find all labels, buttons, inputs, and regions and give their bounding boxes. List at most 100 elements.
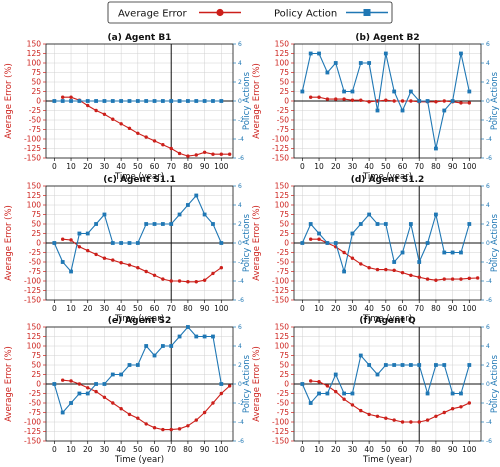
y-tick-label-left: -50 bbox=[277, 116, 289, 125]
y-tick-label-left: 100 bbox=[275, 342, 290, 351]
y-tick-label-right: -2 bbox=[238, 400, 244, 407]
y-tick-label-left: 25 bbox=[279, 229, 289, 238]
y-tick-label-right: -6 bbox=[486, 438, 492, 445]
average-error-point bbox=[467, 276, 472, 281]
y-tick-label-right: 4 bbox=[238, 202, 242, 209]
policy-action-point bbox=[102, 99, 107, 103]
x-tick-label: 50 bbox=[133, 445, 143, 454]
x-axis-label: Time (year) bbox=[114, 172, 164, 182]
average-error-point bbox=[202, 410, 207, 415]
policy-action-point bbox=[333, 241, 338, 245]
x-tick-label: 80 bbox=[431, 445, 441, 454]
average-error-point bbox=[409, 420, 413, 424]
y-tick-label-right: 0 bbox=[238, 240, 242, 247]
y-tick-label-left: -25 bbox=[29, 389, 41, 398]
x-tick-label: 0 bbox=[300, 445, 305, 454]
average-error-point bbox=[119, 261, 123, 265]
x-tick-label: 40 bbox=[116, 304, 126, 313]
y-tick-label-left: 0 bbox=[284, 97, 289, 106]
average-error-point bbox=[459, 101, 463, 105]
policy-action-point bbox=[94, 99, 98, 103]
policy-action-point bbox=[459, 250, 463, 255]
policy-action-point bbox=[85, 391, 90, 396]
legend-label: Average Error bbox=[118, 9, 188, 20]
policy-action-point bbox=[400, 108, 405, 113]
average-error-point bbox=[119, 407, 123, 411]
policy-action-point bbox=[392, 363, 397, 367]
policy-action-point bbox=[442, 363, 447, 367]
policy-action-point bbox=[77, 99, 82, 103]
y-tick-label-left: 0 bbox=[36, 239, 41, 248]
policy-action-point bbox=[383, 222, 388, 226]
policy-action-point bbox=[425, 241, 430, 245]
policy-action-point bbox=[152, 222, 157, 226]
y-tick-label-right: 4 bbox=[238, 60, 242, 67]
average-error-point bbox=[442, 99, 446, 103]
average-error-point bbox=[467, 401, 472, 405]
average-error-point bbox=[202, 278, 207, 282]
x-tick-label: 0 bbox=[52, 162, 57, 171]
average-error-line bbox=[310, 380, 470, 423]
series-average-error bbox=[60, 378, 232, 432]
policy-action-point bbox=[367, 363, 372, 367]
policy-action-point bbox=[425, 391, 430, 396]
y-tick-label-right: -4 bbox=[486, 136, 492, 143]
y-tick-label-left: -25 bbox=[29, 106, 41, 115]
average-error-point bbox=[227, 384, 232, 388]
y-axis-label-right: Policy Actions bbox=[242, 213, 252, 272]
y-tick-label-left: -150 bbox=[272, 437, 289, 446]
x-tick-label: 10 bbox=[66, 445, 76, 454]
average-error-point bbox=[450, 407, 455, 411]
average-error-point bbox=[384, 416, 388, 420]
average-error-point bbox=[177, 151, 182, 156]
average-error-point bbox=[350, 256, 355, 260]
average-error-point bbox=[442, 277, 446, 281]
x-tick-label: 30 bbox=[348, 304, 358, 313]
average-error-point bbox=[392, 99, 396, 103]
average-error-point bbox=[69, 95, 73, 99]
y-axis-label-left: Average Error (%) bbox=[4, 346, 14, 422]
y-tick-label-left: -100 bbox=[272, 277, 289, 286]
x-tick-label: 90 bbox=[200, 162, 210, 171]
average-error-point bbox=[60, 378, 65, 382]
y-axis-label-left: Average Error (%) bbox=[4, 205, 14, 281]
y-tick-label-right: 6 bbox=[238, 324, 242, 331]
y-tick-label-left: -150 bbox=[24, 296, 41, 305]
series-policy-action bbox=[300, 212, 472, 274]
x-tick-label: 100 bbox=[462, 445, 477, 454]
legend-entry: Average Error bbox=[118, 9, 241, 20]
average-error-point bbox=[177, 427, 182, 431]
y-axis-label-left: Average Error (%) bbox=[252, 63, 262, 139]
y-tick-label-left: -75 bbox=[29, 408, 41, 417]
average-error-point bbox=[86, 103, 90, 108]
average-error-point bbox=[194, 153, 198, 157]
y-tick-label-left: -75 bbox=[277, 125, 289, 134]
policy-action-point bbox=[300, 241, 305, 245]
y-tick-label-left: 0 bbox=[36, 97, 41, 106]
policy-action-point bbox=[60, 260, 65, 264]
y-tick-label-right: 2 bbox=[238, 79, 242, 86]
y-tick-label-right: 2 bbox=[486, 79, 490, 86]
y-tick-label-right: -2 bbox=[238, 259, 244, 266]
average-error-point bbox=[325, 384, 330, 388]
y-tick-label-right: 4 bbox=[486, 202, 490, 209]
average-error-point bbox=[60, 95, 65, 99]
policy-action-point bbox=[350, 231, 355, 236]
average-error-point bbox=[367, 100, 371, 104]
average-error-point bbox=[219, 266, 224, 270]
average-error-point bbox=[111, 401, 115, 405]
y-tick-label-right: -2 bbox=[238, 117, 244, 124]
average-error-point bbox=[211, 271, 215, 276]
policy-action-point bbox=[317, 231, 321, 236]
policy-action-point bbox=[317, 51, 321, 56]
average-error-point bbox=[94, 108, 98, 113]
y-tick-label-left: 150 bbox=[27, 40, 42, 49]
average-error-point bbox=[119, 122, 123, 126]
y-tick-label-left: 75 bbox=[279, 210, 289, 219]
policy-action-point bbox=[219, 382, 224, 386]
policy-action-point bbox=[202, 334, 207, 339]
policy-action-point bbox=[342, 89, 346, 94]
y-axis-label-left: Average Error (%) bbox=[252, 205, 262, 281]
policy-action-point bbox=[85, 99, 90, 103]
policy-action-point bbox=[467, 222, 472, 226]
